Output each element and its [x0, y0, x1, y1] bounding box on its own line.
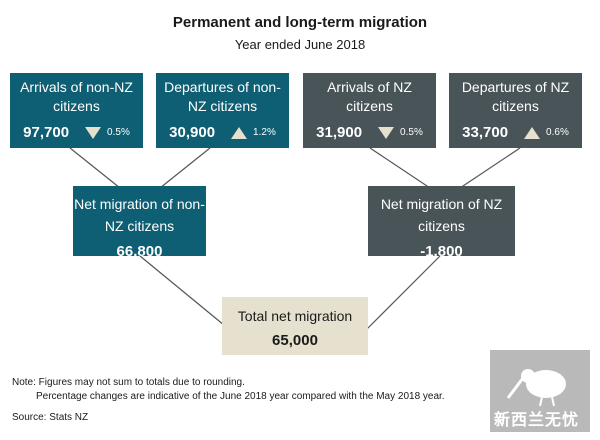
value-arrivals-non-nz: 97,700	[23, 124, 70, 141]
connector-net-nz	[365, 255, 441, 331]
down-arrow-icon	[378, 126, 395, 139]
label-departures-non-nz: Departures of non-NZ citizens	[164, 79, 281, 114]
label-departures-nz: Departures of NZ citizens	[461, 79, 570, 114]
value-net-non-nz: 66,800	[116, 243, 163, 260]
box-departures-nz: Departures of NZ citizens 33,700 0.6%	[449, 73, 582, 148]
down-arrow-icon	[85, 126, 102, 139]
up-arrow-icon	[231, 126, 248, 139]
chart-subtitle: Year ended June 2018	[234, 37, 366, 52]
up-arrow-icon	[524, 126, 541, 139]
connector-arrivals-non-nz	[69, 147, 121, 189]
footnote-rounding: Note: Figures may not sum to totals due …	[12, 377, 245, 388]
label-arrivals-non-nz: Arrivals of non-NZ citizens	[20, 79, 133, 114]
change-departures-nz: 0.6%	[546, 127, 569, 138]
value-net-nz: -1,800	[420, 243, 463, 260]
label-net-nz: Net migration of NZ citizens	[380, 196, 503, 234]
change-arrivals-nz: 0.5%	[400, 127, 423, 138]
label-net-non-nz: Net migration of non-NZ citizens	[74, 196, 205, 234]
box-net-non-nz: Net migration of non-NZ citizens 66,800	[73, 186, 206, 260]
value-departures-nz: 33,700	[462, 124, 509, 141]
watermark-text: 新西兰无忧	[494, 412, 580, 429]
kiwi-bird-icon	[506, 369, 566, 407]
connector-net-non-nz	[139, 255, 231, 331]
box-arrivals-non-nz: Arrivals of non-NZ citizens 97,700 0.5%	[10, 73, 143, 148]
source-note: Source: Stats NZ	[12, 412, 89, 423]
watermark-logo: 新西兰无忧	[490, 350, 590, 432]
box-arrivals-nz: Arrivals of NZ citizens 31,900 0.5%	[303, 73, 436, 148]
connector-departures-nz	[459, 147, 521, 189]
connector-arrivals-nz	[369, 147, 431, 189]
box-net-nz: Net migration of NZ citizens -1,800	[368, 186, 515, 260]
label-arrivals-nz: Arrivals of NZ citizens	[327, 79, 412, 114]
chart-title: Permanent and long-term migration	[172, 14, 428, 31]
footnote-percentage: Percentage changes are indicative of the…	[36, 391, 445, 402]
value-total-net-migration: 65,000	[272, 332, 318, 349]
box-total-net-migration: Total net migration 65,000	[222, 297, 368, 355]
box-departures-non-nz: Departures of non-NZ citizens 30,900 1.2…	[156, 73, 289, 148]
change-departures-non-nz: 1.2%	[253, 127, 276, 138]
value-arrivals-nz: 31,900	[316, 124, 363, 141]
value-departures-non-nz: 30,900	[169, 124, 216, 141]
change-arrivals-non-nz: 0.5%	[107, 127, 130, 138]
connector-departures-non-nz	[159, 147, 211, 189]
label-total-net-migration: Total net migration	[237, 308, 353, 324]
